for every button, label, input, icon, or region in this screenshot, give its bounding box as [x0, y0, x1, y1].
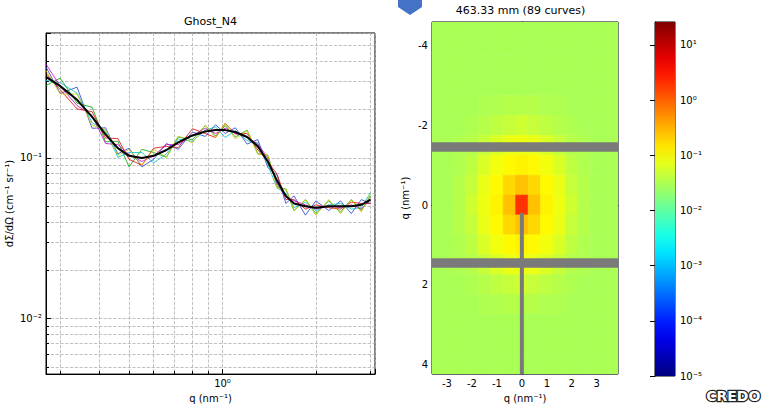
svg-text:-3: -3 — [442, 378, 452, 389]
svg-text:0: 0 — [519, 378, 525, 389]
svg-text:-4: -4 — [418, 40, 428, 51]
svg-text:q (nm⁻¹): q (nm⁻¹) — [400, 177, 411, 220]
svg-text:10⁰: 10⁰ — [214, 378, 231, 389]
svg-text:2: 2 — [422, 279, 428, 290]
svg-text:-2: -2 — [467, 378, 477, 389]
svg-text:-2: -2 — [418, 120, 428, 131]
svg-text:Ghost_N4: Ghost_N4 — [184, 15, 237, 28]
svg-text:10⁻⁵: 10⁻⁵ — [680, 371, 702, 382]
svg-text:10⁻³: 10⁻³ — [680, 260, 702, 271]
svg-text:q (nm⁻¹): q (nm⁻¹) — [189, 393, 232, 404]
svg-text:CREDO: CREDO — [706, 388, 760, 404]
svg-text:q (nm⁻¹): q (nm⁻¹) — [504, 393, 547, 404]
svg-text:10⁰: 10⁰ — [680, 95, 697, 106]
svg-text:3: 3 — [594, 378, 600, 389]
svg-text:10⁻¹: 10⁻¹ — [20, 152, 42, 163]
svg-text:dΣ/dΩ (cm⁻¹ sr⁻¹): dΣ/dΩ (cm⁻¹ sr⁻¹) — [4, 160, 15, 247]
svg-text:4: 4 — [422, 359, 428, 370]
svg-text:0: 0 — [422, 200, 428, 211]
svg-text:-1: -1 — [492, 378, 502, 389]
svg-text:463.33 mm (89 curves): 463.33 mm (89 curves) — [456, 4, 586, 17]
svg-text:10⁻²: 10⁻² — [680, 205, 702, 216]
svg-text:1: 1 — [544, 378, 550, 389]
svg-text:10⁻¹: 10⁻¹ — [680, 150, 702, 161]
svg-text:10¹: 10¹ — [680, 39, 697, 50]
svg-text:2: 2 — [569, 378, 575, 389]
svg-text:10⁻²: 10⁻² — [20, 313, 42, 324]
svg-text:10⁻⁴: 10⁻⁴ — [680, 315, 702, 326]
